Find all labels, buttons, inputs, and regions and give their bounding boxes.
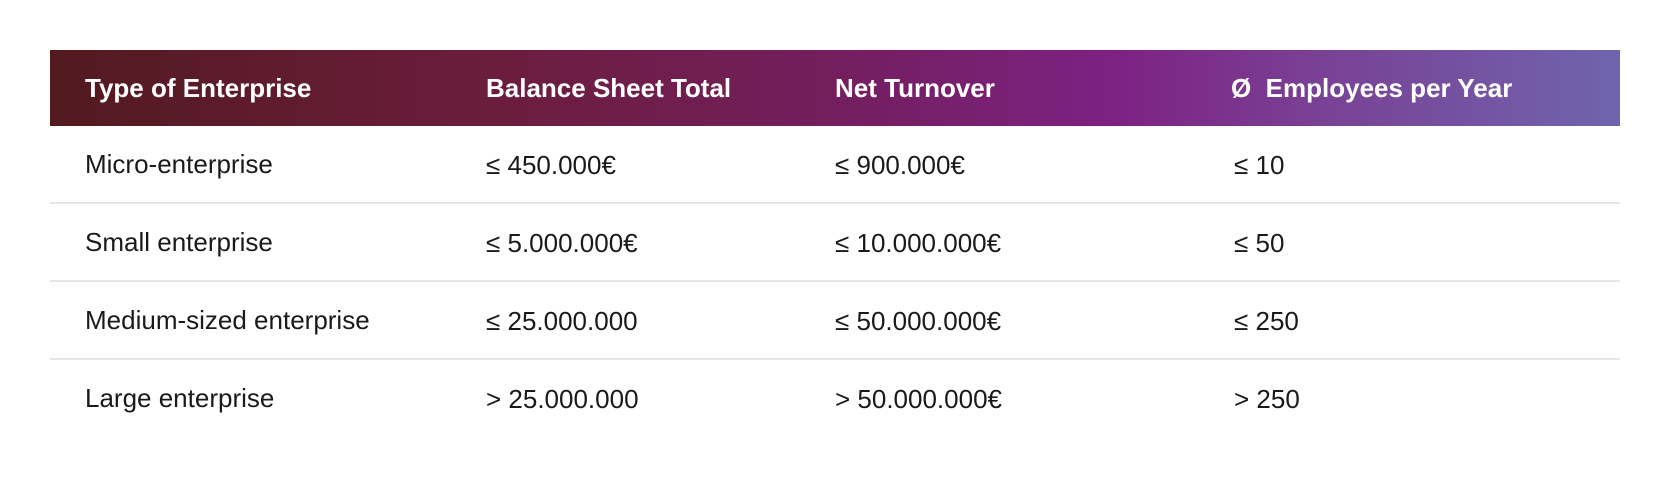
cell-net-turnover: ≤ 900.000€ [835, 149, 965, 180]
cell-type: Medium-sized enterprise [85, 304, 370, 335]
cell-employees: ≤ 10 [1234, 149, 1285, 180]
header-balance-sheet-total: Balance Sheet Total [486, 72, 732, 103]
cell-net-turnover: > 50.000.000€ [835, 383, 1002, 414]
table-row: Large enterprise > 25.000.000 > 50.000.0… [50, 360, 1620, 436]
cell-type: Small enterprise [85, 226, 273, 257]
cell-balance-sheet: > 25.000.000 [486, 383, 639, 414]
cell-type: Large enterprise [85, 382, 275, 413]
table-row: Micro-enterprise ≤ 450.000€ ≤ 900.000€ ≤… [50, 126, 1620, 204]
cell-balance-sheet: ≤ 450.000€ [486, 149, 616, 180]
enterprise-size-table: Type of Enterprise Balance Sheet Total N… [50, 50, 1620, 436]
cell-balance-sheet: ≤ 5.000.000€ [486, 227, 638, 258]
cell-employees: > 250 [1234, 383, 1300, 414]
cell-net-turnover: ≤ 50.000.000€ [835, 305, 1002, 336]
table-row: Medium-sized enterprise ≤ 25.000.000 ≤ 5… [50, 282, 1620, 360]
cell-employees: ≤ 50 [1234, 227, 1285, 258]
table-row: Small enterprise ≤ 5.000.000€ ≤ 10.000.0… [50, 204, 1620, 282]
cell-type: Micro-enterprise [85, 148, 273, 179]
header-type-of-enterprise: Type of Enterprise [85, 72, 312, 103]
header-net-turnover: Net Turnover [835, 72, 995, 103]
cell-net-turnover: ≤ 10.000.000€ [835, 227, 1002, 258]
header-employees-per-year: Ø Employees per Year [1231, 72, 1513, 103]
table-header-row: Type of Enterprise Balance Sheet Total N… [50, 50, 1620, 126]
cell-employees: ≤ 250 [1234, 305, 1299, 336]
cell-balance-sheet: ≤ 25.000.000 [486, 305, 638, 336]
